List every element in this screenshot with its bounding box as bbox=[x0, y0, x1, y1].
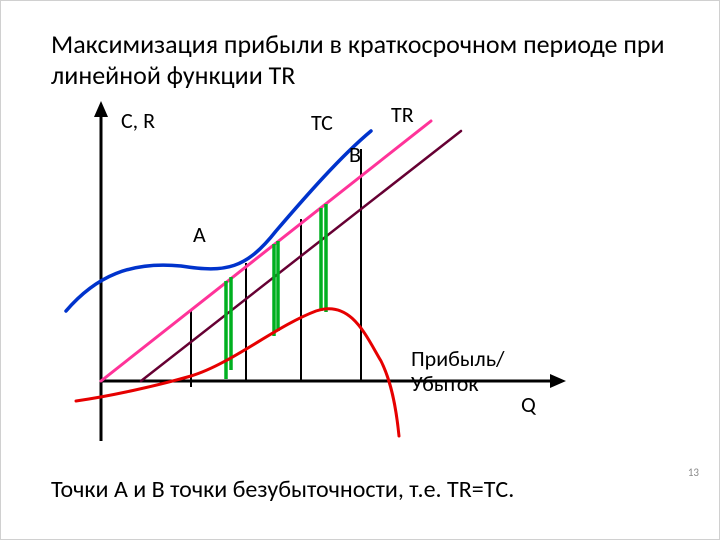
chart-area: C, R ТС TR A В Q Прибыль/ Убыток bbox=[41, 101, 581, 461]
profit-word: Прибыль/ bbox=[411, 346, 505, 371]
point-b-label: В bbox=[349, 141, 361, 168]
bottom-caption: Точки А и В точки безубыточности, т.е. T… bbox=[51, 476, 671, 504]
y-axis-label: C, R bbox=[121, 107, 155, 134]
tr-label: TR bbox=[391, 101, 414, 128]
point-a-label: A bbox=[193, 221, 206, 248]
page-number: 13 bbox=[688, 466, 699, 479]
x-axis-label: Q bbox=[521, 391, 536, 418]
profit-loss-label: Прибыль/ Убыток bbox=[411, 346, 505, 397]
loss-word: Убыток bbox=[411, 371, 505, 396]
chart-svg bbox=[41, 101, 581, 461]
slide-title: Максимизация прибыли в краткосрочном пер… bbox=[51, 29, 671, 91]
tc-label: ТС bbox=[311, 109, 333, 136]
